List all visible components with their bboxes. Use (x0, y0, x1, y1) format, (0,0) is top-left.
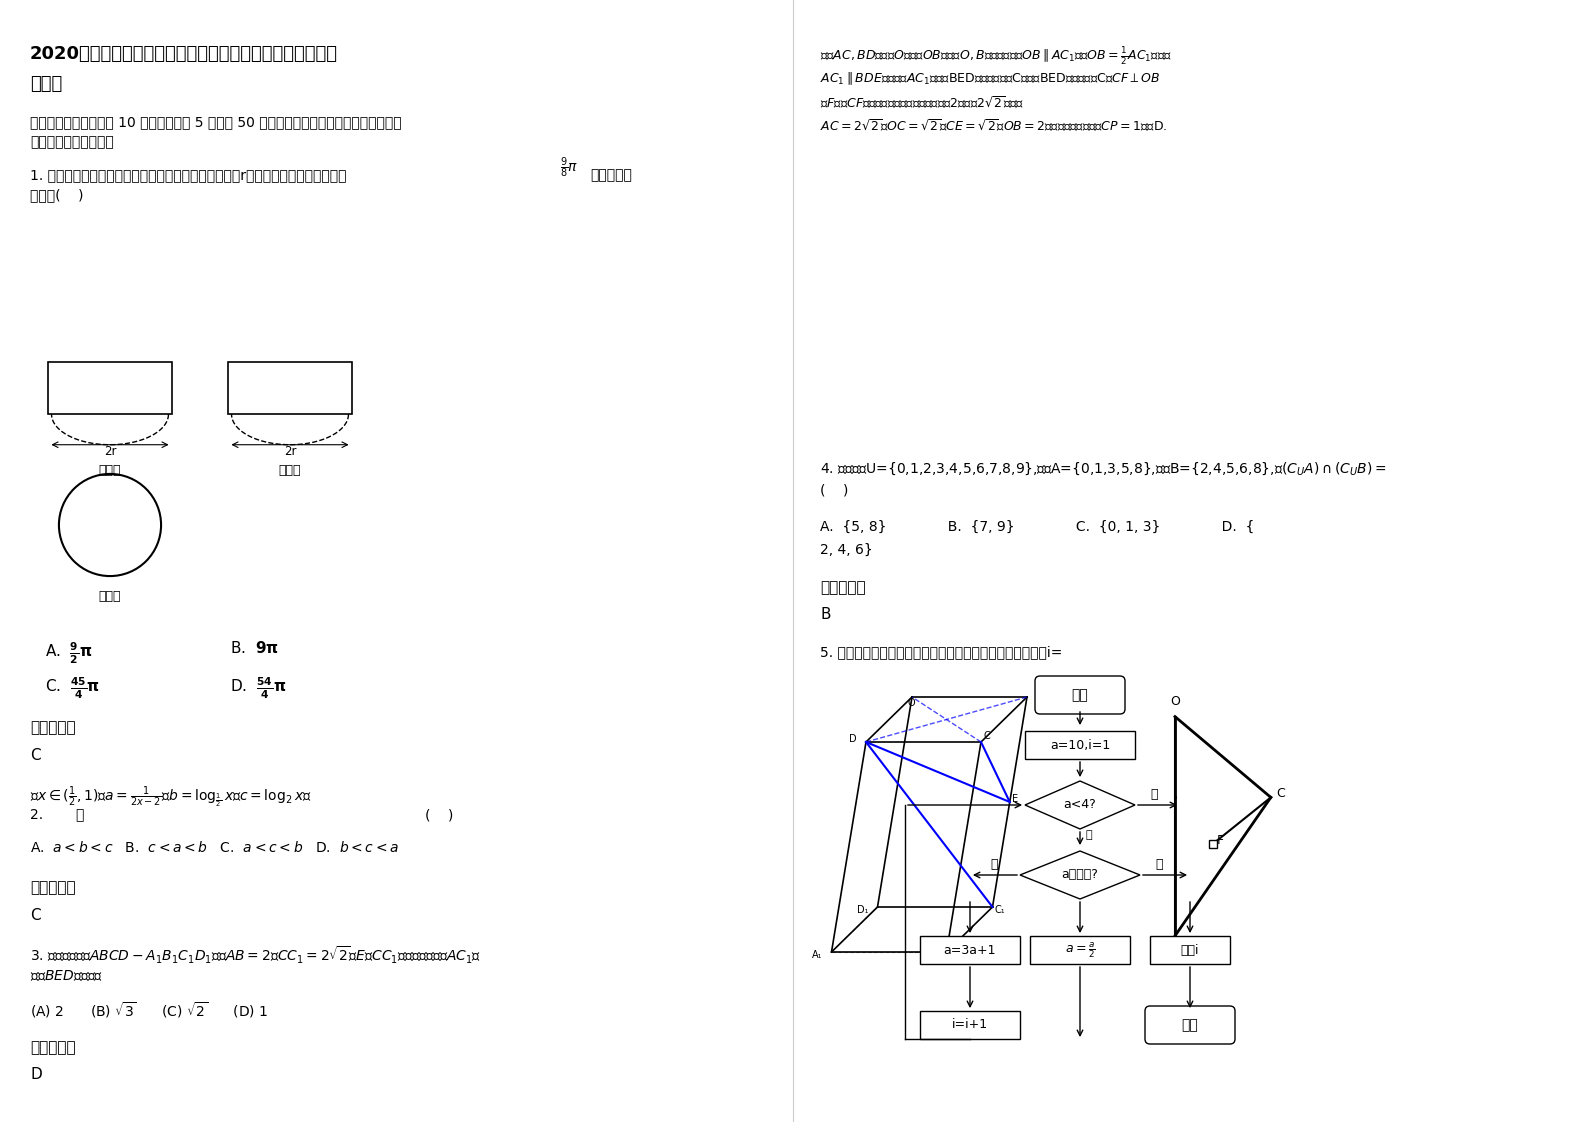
Text: 参考答案：: 参考答案： (30, 880, 76, 895)
Text: C: C (1276, 788, 1285, 800)
Text: B.  $\mathbf{9\pi}$: B. $\mathbf{9\pi}$ (230, 640, 279, 656)
Text: 俯视图: 俯视图 (98, 590, 121, 604)
Text: 2r: 2r (284, 445, 297, 458)
Text: 面积是(    ): 面积是( ) (30, 188, 84, 202)
Text: a<4?: a<4? (1063, 799, 1097, 811)
Text: $AC=2\sqrt{2}$，$OC=\sqrt{2}$，$CE=\sqrt{2}$，$OB=2$，所以利用等积法得$CP=1$，选D.: $AC=2\sqrt{2}$，$OC=\sqrt{2}$，$CE=\sqrt{2… (820, 118, 1168, 134)
Text: C.  $\mathbf{\frac{45}{4}\pi}$: C. $\mathbf{\frac{45}{4}\pi}$ (44, 675, 100, 700)
Text: (    ): ( ) (425, 808, 454, 822)
Text: F: F (1217, 834, 1224, 846)
Text: D.  $\mathbf{\frac{54}{4}\pi}$: D. $\mathbf{\frac{54}{4}\pi}$ (230, 675, 286, 700)
Text: 否: 否 (1086, 830, 1092, 840)
Text: 否: 否 (1155, 858, 1163, 871)
Text: 是一个符合题目要求的: 是一个符合题目要求的 (30, 135, 114, 149)
Polygon shape (1025, 781, 1135, 829)
Text: 则: 则 (75, 808, 84, 822)
Text: C: C (984, 732, 990, 741)
FancyBboxPatch shape (920, 936, 1020, 964)
Text: 平面$BED$的距离为: 平面$BED$的距离为 (30, 968, 103, 983)
Text: D: D (849, 734, 857, 744)
Text: 侧视图: 侧视图 (279, 465, 302, 477)
Text: 含解析: 含解析 (30, 75, 62, 93)
Text: 2, 4, 6}: 2, 4, 6} (820, 543, 873, 557)
FancyBboxPatch shape (920, 1011, 1020, 1039)
Text: 一、选择题：本大题共 10 小题，每小题 5 分，共 50 分。在每小题给出的四个选项中，只有: 一、选择题：本大题共 10 小题，每小题 5 分，共 50 分。在每小题给出的四… (30, 114, 402, 129)
Text: 正视图: 正视图 (98, 465, 121, 477)
Text: 于$F$，则$CF$即为所求距离，因为底面边长为2，高为$2\sqrt{2}$，所以: 于$F$，则$CF$即为所求距离，因为底面边长为2，高为$2\sqrt{2}$，… (820, 95, 1024, 111)
Text: i=i+1: i=i+1 (952, 1019, 989, 1031)
Text: B: B (820, 607, 830, 622)
Text: B₁: B₁ (949, 950, 960, 960)
Text: 连结$AC,BD$交于点$O$，连结$OB$，因为$O,B$是中点，所以$OB\parallel AC_1$，且$OB=\frac{1}{2}AC_1$，所以: 连结$AC,BD$交于点$O$，连结$OB$，因为$O,B$是中点，所以$OB\… (820, 45, 1171, 67)
Text: (    ): ( ) (820, 482, 849, 497)
FancyBboxPatch shape (1025, 732, 1135, 758)
Text: 3. 已知正四棱柱$ABCD-A_1B_1C_1D_1$中，$AB=2$，$CC_1=2\sqrt{2}$，$E$为$CC_1$的中点，则直线$AC_1$与: 3. 已知正四棱柱$ABCD-A_1B_1C_1D_1$中，$AB=2$，$CC… (30, 945, 481, 966)
Text: A.  {5, 8}              B.  {7, 9}              C.  {0, 1, 3}              D.  {: A. {5, 8} B. {7, 9} C. {0, 1, 3} D. { (820, 519, 1254, 534)
Text: A.  $\mathbf{\frac{9}{2}\pi}$: A. $\mathbf{\frac{9}{2}\pi}$ (44, 640, 92, 665)
Text: E: E (1171, 937, 1179, 950)
Text: (A) 2      (B) $\sqrt{3}$      (C) $\sqrt{2}$      (D) 1: (A) 2 (B) $\sqrt{3}$ (C) $\sqrt{2}$ (D) … (30, 1000, 268, 1020)
FancyBboxPatch shape (1151, 936, 1230, 964)
Text: A.  $a<b<c$   B.  $c<a<b$   C.  $a<c<b$   D.  $b<c<a$: A. $a<b<c$ B. $c<a<b$ C. $a<c<b$ D. $b<c… (30, 840, 398, 855)
Text: 参考答案：: 参考答案： (820, 580, 865, 595)
Text: ，则它的表: ，则它的表 (590, 168, 632, 182)
Text: 2020年四川省攀枝花市米易县攀莲中学高三数学文期末试题: 2020年四川省攀枝花市米易县攀莲中学高三数学文期末试题 (30, 45, 338, 63)
Text: E: E (1013, 794, 1019, 804)
FancyBboxPatch shape (1144, 1006, 1235, 1043)
Text: 参考答案：: 参考答案： (30, 720, 76, 735)
FancyBboxPatch shape (1030, 936, 1130, 964)
Text: O: O (1170, 695, 1181, 708)
Text: 是: 是 (1151, 788, 1157, 801)
Text: a是奇数?: a是奇数? (1062, 868, 1098, 882)
Text: 2.: 2. (30, 808, 43, 822)
Text: C₁: C₁ (995, 905, 1006, 916)
Text: $a=\frac{a}{2}$: $a=\frac{a}{2}$ (1065, 940, 1095, 959)
Text: 开始: 开始 (1071, 688, 1089, 702)
Text: 1. 一个几何体的三视图如图所示，其中俯视图是半径为r的圆，若该几何体的体积为: 1. 一个几何体的三视图如图所示，其中俯视图是半径为r的圆，若该几何体的体积为 (30, 168, 346, 182)
Text: a=10,i=1: a=10,i=1 (1051, 738, 1111, 752)
Text: 参考答案：: 参考答案： (30, 1040, 76, 1055)
Text: 2r: 2r (103, 445, 116, 458)
Text: $AC_1\parallel BDE$，即直线$AC_1$与平面BED的距离等于点C到平面BED的距离，过C做$CF\perp OB$: $AC_1\parallel BDE$，即直线$AC_1$与平面BED的距离等于… (820, 70, 1160, 86)
Text: A₁: A₁ (813, 950, 822, 960)
Text: D₁: D₁ (857, 905, 868, 916)
Polygon shape (1020, 850, 1139, 899)
FancyBboxPatch shape (1035, 675, 1125, 714)
Text: D: D (30, 1067, 41, 1082)
Text: a=3a+1: a=3a+1 (944, 944, 997, 956)
Text: 5. 阅读如图所示的程序框图，运行相应的程序，输出的结果i=: 5. 阅读如图所示的程序框图，运行相应的程序，输出的结果i= (820, 645, 1062, 659)
Text: 是: 是 (990, 858, 998, 871)
Text: C: C (30, 748, 41, 763)
Text: O: O (908, 698, 916, 708)
Text: 若$x\in(\frac{1}{2},1)$，$a=\frac{1}{2x-2}$，$b=\log_{\frac{1}{2}}x$，$c=\log_{2}x$，: 若$x\in(\frac{1}{2},1)$，$a=\frac{1}{2x-2}… (30, 785, 311, 810)
Text: 输出i: 输出i (1181, 944, 1200, 956)
Text: 4. 已知全集U={0,1,2,3,4,5,6,7,8,9},集合A={0,1,3,5,8},集合B={2,4,5,6,8},则$(C_UA)\cap(C_UB: 4. 已知全集U={0,1,2,3,4,5,6,7,8,9},集合A={0,1,… (820, 460, 1387, 477)
Text: 结束: 结束 (1182, 1018, 1198, 1032)
Text: C: C (30, 908, 41, 923)
Text: $\frac{9}{8}\pi$: $\frac{9}{8}\pi$ (560, 156, 578, 181)
